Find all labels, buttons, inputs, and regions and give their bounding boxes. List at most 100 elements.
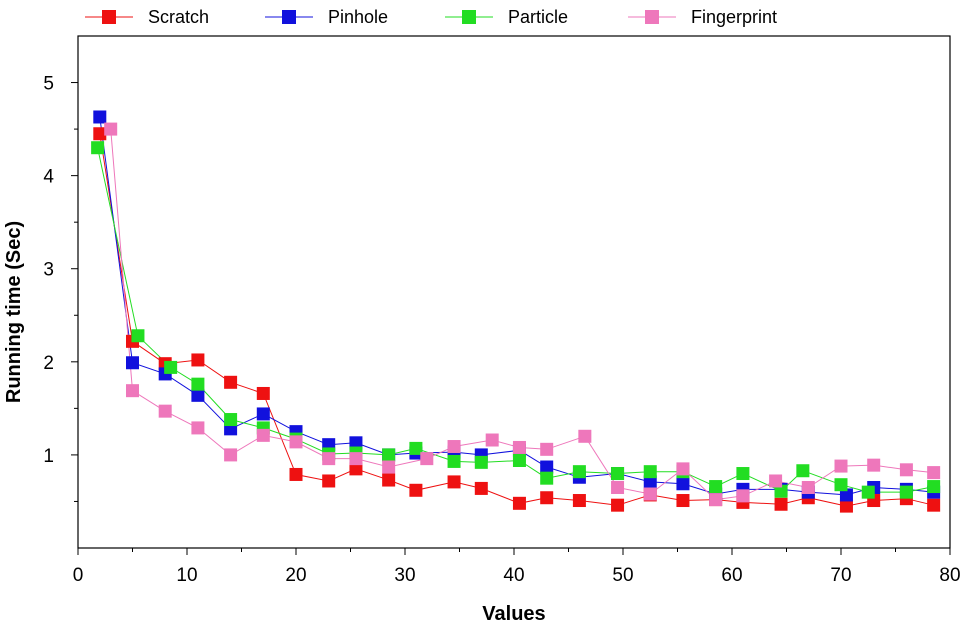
data-point-scratch	[289, 467, 303, 481]
data-point-fingerprint	[420, 452, 434, 466]
series-line-particle	[97, 147, 934, 493]
data-point-scratch	[409, 483, 423, 497]
data-point-fingerprint	[382, 460, 396, 474]
x-tick-label: 0	[73, 565, 84, 586]
data-point-particle	[91, 141, 105, 155]
data-point-particle	[834, 478, 848, 492]
y-tick-label: 4	[43, 167, 54, 188]
data-point-particle	[709, 480, 723, 494]
data-point-scratch	[447, 475, 461, 489]
data-point-scratch	[224, 375, 238, 389]
legend-label-pinhole: Pinhole	[328, 7, 388, 27]
legend-label-particle: Particle	[508, 7, 568, 27]
plot-frame	[77, 35, 951, 549]
data-point-fingerprint	[224, 448, 238, 462]
data-point-scratch	[474, 481, 488, 495]
data-point-fingerprint	[256, 428, 270, 442]
data-point-scratch	[322, 474, 336, 488]
data-point-particle	[474, 455, 488, 469]
data-point-fingerprint	[709, 493, 723, 507]
x-tick-label: 70	[830, 565, 851, 586]
data-point-fingerprint	[834, 459, 848, 473]
legend-marker-pinhole	[282, 10, 296, 24]
legend-marker-fingerprint	[645, 10, 659, 24]
data-point-particle	[572, 465, 586, 479]
y-tick-label: 3	[43, 260, 54, 281]
data-point-fingerprint	[104, 122, 118, 136]
data-point-pinhole	[540, 460, 554, 474]
data-point-fingerprint	[126, 384, 139, 398]
data-point-scratch	[927, 498, 941, 512]
legend-marker-scratch	[102, 10, 116, 24]
data-point-fingerprint	[899, 463, 913, 477]
data-point-scratch	[611, 498, 625, 512]
data-point-fingerprint	[769, 474, 783, 488]
data-point-fingerprint	[611, 480, 625, 494]
legend-label-scratch: Scratch	[148, 7, 209, 27]
data-point-fingerprint	[289, 435, 303, 449]
data-point-particle	[447, 454, 461, 468]
data-point-scratch	[349, 462, 363, 476]
series-markers	[91, 110, 941, 513]
data-point-particle	[861, 485, 875, 499]
data-point-particle	[899, 485, 913, 499]
y-axis-ticks: 1 2 3 4 5	[43, 74, 78, 502]
x-axis-ticks: 0 10 20 30 40 50 60 70 80	[73, 548, 961, 586]
data-point-fingerprint	[158, 404, 172, 418]
data-point-fingerprint	[447, 440, 461, 454]
data-point-scratch	[93, 127, 107, 141]
data-point-pinhole	[676, 477, 690, 491]
data-point-particle	[512, 453, 526, 467]
data-point-fingerprint	[349, 452, 363, 466]
data-point-scratch	[676, 494, 690, 508]
data-point-scratch	[540, 491, 554, 505]
data-point-particle	[164, 360, 178, 374]
legend-item-scratch: Scratch	[85, 7, 209, 27]
data-point-scratch	[774, 497, 788, 511]
series-line-pinhole	[99, 116, 934, 496]
data-point-particle	[540, 471, 554, 485]
y-tick-label: 5	[43, 74, 54, 95]
data-point-particle	[796, 464, 810, 478]
data-point-scratch	[512, 496, 526, 510]
data-point-particle	[409, 441, 423, 455]
data-point-scratch	[191, 353, 205, 367]
data-point-fingerprint	[540, 442, 554, 456]
data-point-particle	[131, 329, 145, 343]
data-point-particle	[774, 484, 788, 498]
data-point-pinhole	[93, 110, 107, 124]
data-point-fingerprint	[736, 489, 750, 503]
data-point-pinhole	[349, 436, 363, 450]
data-point-fingerprint	[191, 421, 205, 435]
data-point-particle	[224, 413, 238, 427]
legend: Scratch Pinhole Particle Fingerprint	[85, 7, 777, 27]
data-point-fingerprint	[322, 452, 336, 466]
data-point-particle	[927, 480, 941, 494]
y-tick-label: 1	[43, 446, 54, 467]
x-tick-label: 50	[612, 565, 633, 586]
data-point-fingerprint	[867, 458, 881, 472]
x-tick-label: 80	[939, 565, 960, 586]
data-point-fingerprint	[485, 433, 499, 447]
data-point-scratch	[256, 386, 270, 400]
data-point-fingerprint	[643, 487, 657, 501]
data-point-scratch	[839, 499, 853, 513]
legend-label-fingerprint: Fingerprint	[691, 7, 777, 27]
x-tick-label: 30	[394, 565, 415, 586]
x-tick-label: 10	[176, 565, 197, 586]
data-point-particle	[382, 448, 396, 462]
y-axis-title: Running time (Sec)	[3, 221, 25, 403]
x-tick-label: 40	[503, 565, 524, 586]
data-point-fingerprint	[676, 462, 690, 476]
data-point-scratch	[382, 473, 396, 487]
data-point-scratch	[572, 494, 586, 508]
data-point-particle	[611, 467, 625, 481]
data-point-particle	[191, 377, 205, 391]
legend-marker-particle	[462, 10, 476, 24]
data-point-pinhole	[839, 488, 853, 502]
x-tick-label: 60	[721, 565, 742, 586]
data-point-particle	[643, 465, 657, 479]
data-point-pinhole	[643, 475, 657, 489]
legend-item-particle: Particle	[445, 7, 568, 27]
